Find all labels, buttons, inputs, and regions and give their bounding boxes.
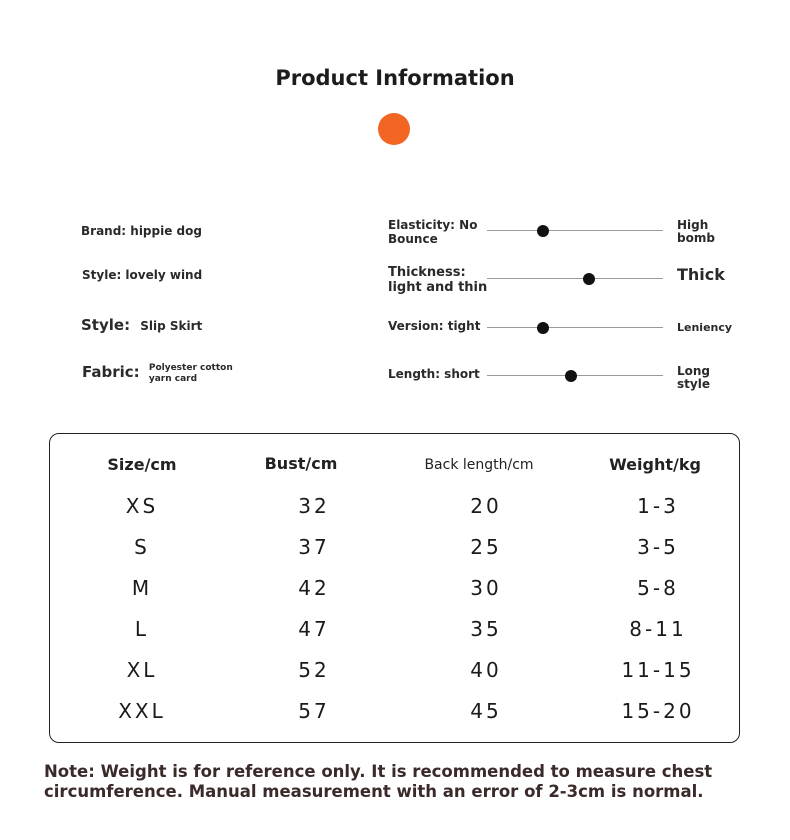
scale-end-line2: style: [677, 377, 710, 391]
table-cell: 45: [470, 699, 502, 723]
scale-label-line1: Elasticity: No: [388, 218, 478, 232]
scale-thickness-end: Thick: [677, 265, 725, 284]
table-cell: S: [134, 535, 150, 559]
table-cell: 30: [470, 576, 502, 600]
scale-elasticity-label: Elasticity: No Bounce: [388, 218, 477, 246]
scale-version-knob: [537, 322, 550, 334]
table-cell: XL: [126, 658, 158, 682]
scale-elasticity-track: [487, 230, 663, 231]
orange-dot-decoration: [378, 113, 410, 145]
fabric-label: Fabric:: [82, 363, 140, 381]
table-cell: 47: [298, 617, 330, 641]
scale-elasticity-knob: [537, 225, 550, 237]
header-size: Size/cm: [107, 455, 177, 474]
style-slip-attribute: Style: Slip Skirt: [81, 316, 202, 334]
scale-end-line1: Long: [677, 364, 711, 378]
scale-thickness-track: [487, 278, 663, 279]
scale-thickness-knob: [583, 273, 596, 285]
table-cell: 11-15: [621, 658, 695, 682]
scale-thickness-label: Thickness: light and thin: [388, 265, 487, 295]
brand-attribute: Brand: hippie dog: [81, 224, 202, 238]
table-cell: XXL: [118, 699, 166, 723]
scale-label-line2: Bounce: [388, 232, 438, 246]
table-cell: 35: [470, 617, 502, 641]
table-cell: M: [131, 576, 153, 600]
scale-version-label: Version: tight: [388, 319, 481, 333]
header-weight: Weight/kg: [609, 455, 701, 474]
scale-length-end: Long style: [677, 365, 710, 391]
style-value: Slip Skirt: [140, 319, 203, 333]
page-title: Product Information: [275, 66, 515, 90]
fabric-value-line2: yarn card: [148, 374, 198, 384]
table-cell: 25: [470, 535, 502, 559]
style-label: Style:: [81, 316, 131, 334]
table-cell: 57: [298, 699, 330, 723]
table-cell: 3-5: [637, 535, 679, 559]
header-bust: Bust/cm: [264, 454, 338, 473]
size-table: Size/cm Bust/cm Back length/cm Weight/kg…: [49, 433, 740, 743]
table-cell: 5-8: [637, 576, 679, 600]
table-cell: 15-20: [621, 699, 695, 723]
fabric-value-line1: Polyester cotton: [148, 363, 233, 373]
table-cell: 52: [298, 658, 330, 682]
table-cell: 20: [470, 494, 502, 518]
header-back-length: Back length/cm: [424, 457, 534, 473]
table-cell: 42: [298, 576, 330, 600]
style-attribute: Style: lovely wind: [82, 268, 203, 282]
scale-version-track: [487, 327, 663, 328]
table-cell: 37: [298, 535, 330, 559]
scale-label-line2: light and thin: [388, 280, 488, 295]
table-cell: 1-3: [637, 494, 679, 518]
scale-label-line1: Thickness:: [388, 265, 466, 280]
fabric-value: Polyester cotton yarn card: [149, 363, 233, 385]
scale-end-line2: bomb: [677, 231, 715, 245]
table-cell: 8-11: [629, 617, 687, 641]
scale-version-end: Leniency: [677, 321, 733, 334]
table-cell: XS: [125, 494, 159, 518]
fabric-attribute: Fabric: Polyester cotton yarn card: [82, 363, 233, 385]
table-cell: L: [134, 617, 150, 641]
note-text: Note: Weight is for reference only. It i…: [44, 762, 713, 801]
scale-length-knob: [565, 370, 578, 382]
table-cell: 32: [298, 494, 330, 518]
scale-length-label: Length: short: [388, 367, 480, 381]
scale-end-line1: High: [677, 218, 709, 232]
scale-elasticity-end: High bomb: [677, 219, 715, 245]
table-cell: 40: [470, 658, 502, 682]
